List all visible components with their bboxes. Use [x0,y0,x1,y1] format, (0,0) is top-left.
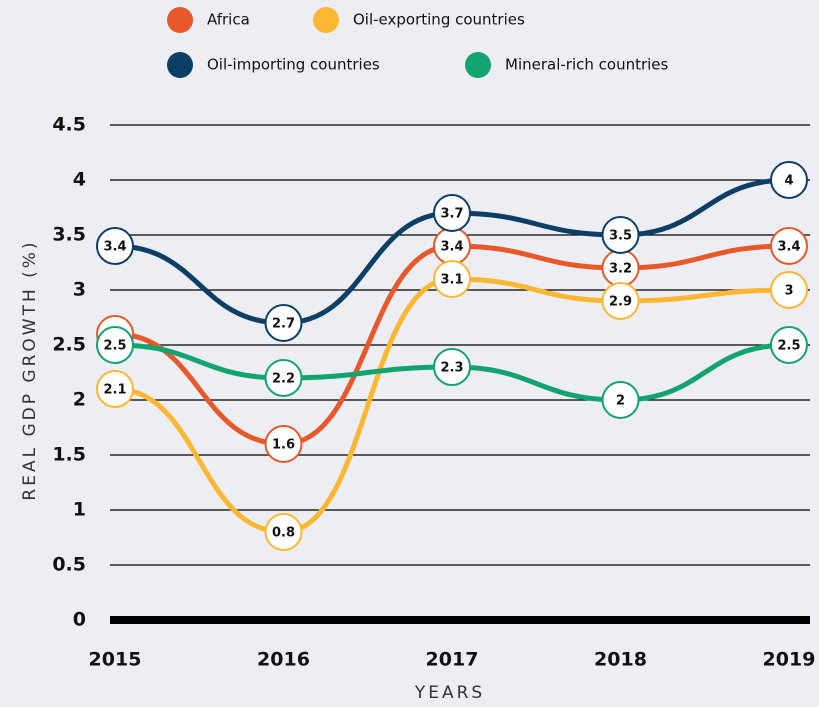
label-bubble [264,304,303,342]
data-label: 3.4 [777,240,800,255]
data-label: 3 [784,284,793,299]
label-bubble [96,227,134,265]
data-label: 2.5 [777,339,800,354]
y-tick-label: 3 [73,279,86,301]
x-axis-title: YEARS [414,683,485,703]
data-label: 4 [784,174,793,189]
y-tick-label: 2.5 [52,334,86,356]
data-label: 3.4 [440,240,463,255]
data-label: 1.6 [272,438,295,453]
data-label: 0.8 [272,526,295,541]
label-bubble [96,370,134,408]
label-bubble [770,326,808,364]
y-tick-label: 4.5 [52,114,86,136]
data-label: 2.2 [272,372,295,387]
x-tick-label: 2019 [763,649,816,671]
legend-swatch [465,52,491,78]
label-bubble [601,216,640,254]
label-bubble [433,194,471,232]
legend-label: Africa [207,11,250,29]
y-tick-label: 0 [73,609,86,631]
x-tick-label: 2016 [257,649,310,671]
data-label: 2.3 [440,361,463,376]
label-bubble [601,282,640,320]
x-tick-label: 2018 [594,649,647,671]
data-label: 2 [616,394,625,409]
label-bubble [264,359,303,397]
label-bubble [770,161,808,199]
data-label: 3.4 [103,240,126,255]
y-tick-label: 4 [73,169,86,191]
legend-label: Mineral-rich countries [505,56,669,74]
legend-swatch [313,7,339,33]
y-tick-label: 1.5 [52,444,86,466]
data-label: 2.9 [609,295,632,310]
legend-label: Oil-importing countries [207,56,380,74]
y-tick-label: 2 [73,389,86,411]
label-bubble [433,348,471,386]
series-line [112,276,792,535]
data-label: 2.7 [272,317,295,332]
data-label: 3.7 [440,207,463,222]
x-tick-label: 2015 [89,649,142,671]
series-line [112,243,792,447]
label-bubble [96,326,134,364]
x-tick-label: 2017 [426,649,479,671]
data-label: 3.2 [609,262,632,277]
y-tick-label: 3.5 [52,224,86,246]
label-bubble [264,425,303,463]
y-axis-title: REAL GDP GROWTH (%) [20,239,40,500]
label-bubble [770,271,808,309]
data-label: 2.5 [103,339,126,354]
data-label: 3.5 [609,229,632,244]
label-bubble [770,227,808,265]
legend-label: Oil-exporting countries [353,11,525,29]
label-bubble [433,260,471,298]
y-tick-label: 1 [73,499,86,521]
data-label: 2.1 [103,383,126,398]
label-bubble [601,381,640,419]
data-label: 3.1 [440,273,463,288]
label-bubble [264,513,303,551]
y-tick-label: 0.5 [52,554,86,576]
legend-swatch [167,52,193,78]
legend-swatch [167,7,193,33]
